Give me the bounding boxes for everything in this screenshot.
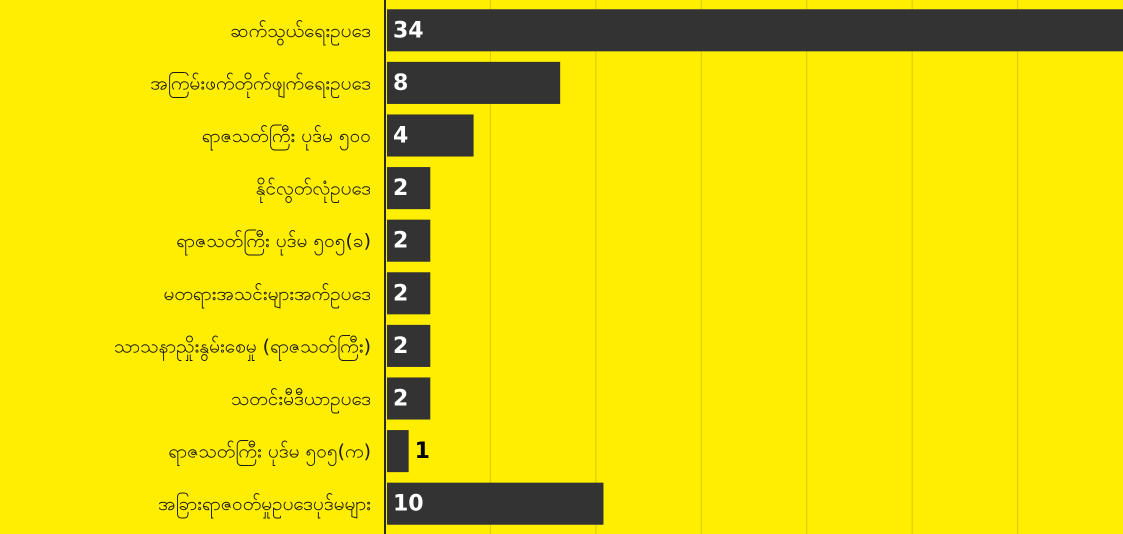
bar <box>387 167 431 210</box>
bar <box>387 377 431 420</box>
category-labels: ဆက်သွယ်ရေးဥပဒေအကြမ်းဖက်တိုက်ဖျက်ရေးဥပဒေရ… <box>114 19 371 519</box>
value-labels: 34 8 4 2 2 2 2 2 1 10 <box>393 18 430 516</box>
category-label: သာသနာညှိုးနွမ်းစေမှု (ရာဇသတ်ကြီး) <box>114 333 371 361</box>
bar <box>387 324 431 367</box>
category-label: ဆက်သွယ်ရေးဥပဒေ <box>230 19 371 46</box>
value-label: 1 <box>415 439 430 464</box>
value-label: 2 <box>393 229 408 254</box>
value-label: 2 <box>393 334 408 359</box>
category-label: အကြမ်းဖက်တိုက်ဖျက်ရေးဥပဒေ <box>150 70 371 98</box>
category-label: အခြားရာဇဝတ်မှုဥပဒေပုဒ်မများ <box>158 491 371 519</box>
bar <box>387 482 604 525</box>
value-label: 10 <box>393 492 424 517</box>
bar <box>387 430 409 473</box>
value-label: 4 <box>393 124 408 149</box>
bar <box>387 219 431 262</box>
category-label: ရာဇသတ်ကြီး ပုဒ်မ ၅၀၅(ခ) <box>176 228 371 256</box>
category-label: မတရားအသင်းများအက်ဥပဒေ <box>164 282 371 309</box>
value-label: 2 <box>393 387 408 412</box>
value-label: 34 <box>393 18 424 43</box>
value-label: 8 <box>393 71 408 96</box>
bars <box>387 9 1123 525</box>
gridlines <box>489 0 1019 534</box>
category-label: ရာဇသတ်ကြီး ပုဒ်မ ၅၀၅(က) <box>168 439 371 467</box>
value-label: 2 <box>393 281 408 306</box>
bar <box>387 114 474 157</box>
bar <box>387 61 561 104</box>
category-label: သတင်းမီဒီယာဥပဒေ <box>231 387 371 414</box>
value-label: 2 <box>393 176 408 201</box>
category-label: ရာဇသတ်ကြီး ပုဒ်မ ၅၀၀ <box>202 123 371 151</box>
bar <box>387 272 431 315</box>
category-label: နိုင်လွတ်လုံဥပဒေ <box>256 177 371 204</box>
bar <box>387 9 1123 52</box>
